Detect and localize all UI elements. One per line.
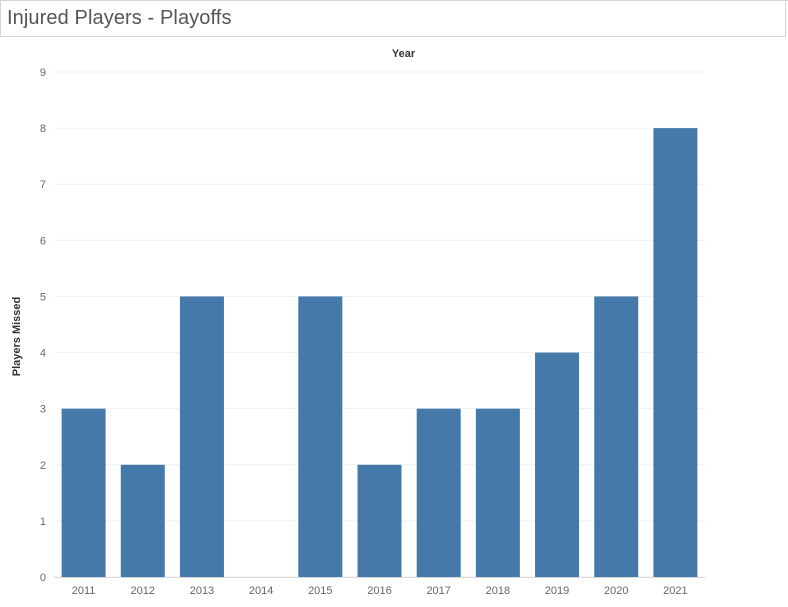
x-tick-label: 2015 bbox=[308, 585, 332, 597]
bars bbox=[61, 128, 698, 577]
y-tick-label: 8 bbox=[40, 123, 46, 135]
x-tick-label: 2021 bbox=[663, 585, 687, 597]
x-axis-ticks: 2011 2012 2013 2014 2015 2016 2017 2018 2019 2020… bbox=[72, 585, 688, 597]
y-tick-label: 7 bbox=[40, 179, 46, 191]
bar-2019[interactable] bbox=[535, 352, 580, 577]
y-tick-label: 9 bbox=[40, 67, 46, 79]
bar-2018[interactable] bbox=[475, 408, 520, 577]
bar-2012[interactable] bbox=[120, 464, 165, 577]
y-axis-ticks: 0 1 2 3 4 5 6 7 8 9 bbox=[40, 67, 46, 584]
x-tick-label: 2018 bbox=[486, 585, 510, 597]
bar-2013[interactable] bbox=[179, 296, 224, 577]
x-tick-label: 2019 bbox=[545, 585, 569, 597]
bar-2011[interactable] bbox=[61, 408, 106, 577]
y-tick-label: 3 bbox=[40, 404, 46, 416]
x-tick-label: 2011 bbox=[72, 585, 96, 597]
y-axis-title: Players Missed bbox=[11, 297, 23, 377]
y-tick-label: 2 bbox=[40, 460, 46, 472]
bar-2020[interactable] bbox=[594, 296, 639, 577]
x-axis-title: Year bbox=[392, 48, 416, 60]
x-tick-label: 2013 bbox=[190, 585, 214, 597]
x-tick-label: 2017 bbox=[426, 585, 450, 597]
y-tick-label: 6 bbox=[40, 235, 46, 247]
bar-2016[interactable] bbox=[357, 464, 402, 577]
x-tick-label: 2016 bbox=[367, 585, 391, 597]
x-tick-label: 2020 bbox=[604, 585, 628, 597]
y-tick-label: 0 bbox=[40, 572, 46, 584]
y-tick-label: 1 bbox=[40, 516, 46, 528]
chart-title-bar: Injured Players - Playoffs bbox=[0, 0, 786, 37]
bar-2017[interactable] bbox=[416, 408, 461, 577]
y-tick-label: 5 bbox=[40, 291, 46, 303]
y-tick-label: 4 bbox=[40, 348, 46, 360]
x-tick-label: 2012 bbox=[131, 585, 155, 597]
x-tick-label: 2014 bbox=[249, 585, 273, 597]
bar-2021[interactable] bbox=[653, 128, 698, 577]
bar-2015[interactable] bbox=[298, 296, 343, 577]
page-title: Injured Players - Playoffs bbox=[7, 7, 232, 29]
